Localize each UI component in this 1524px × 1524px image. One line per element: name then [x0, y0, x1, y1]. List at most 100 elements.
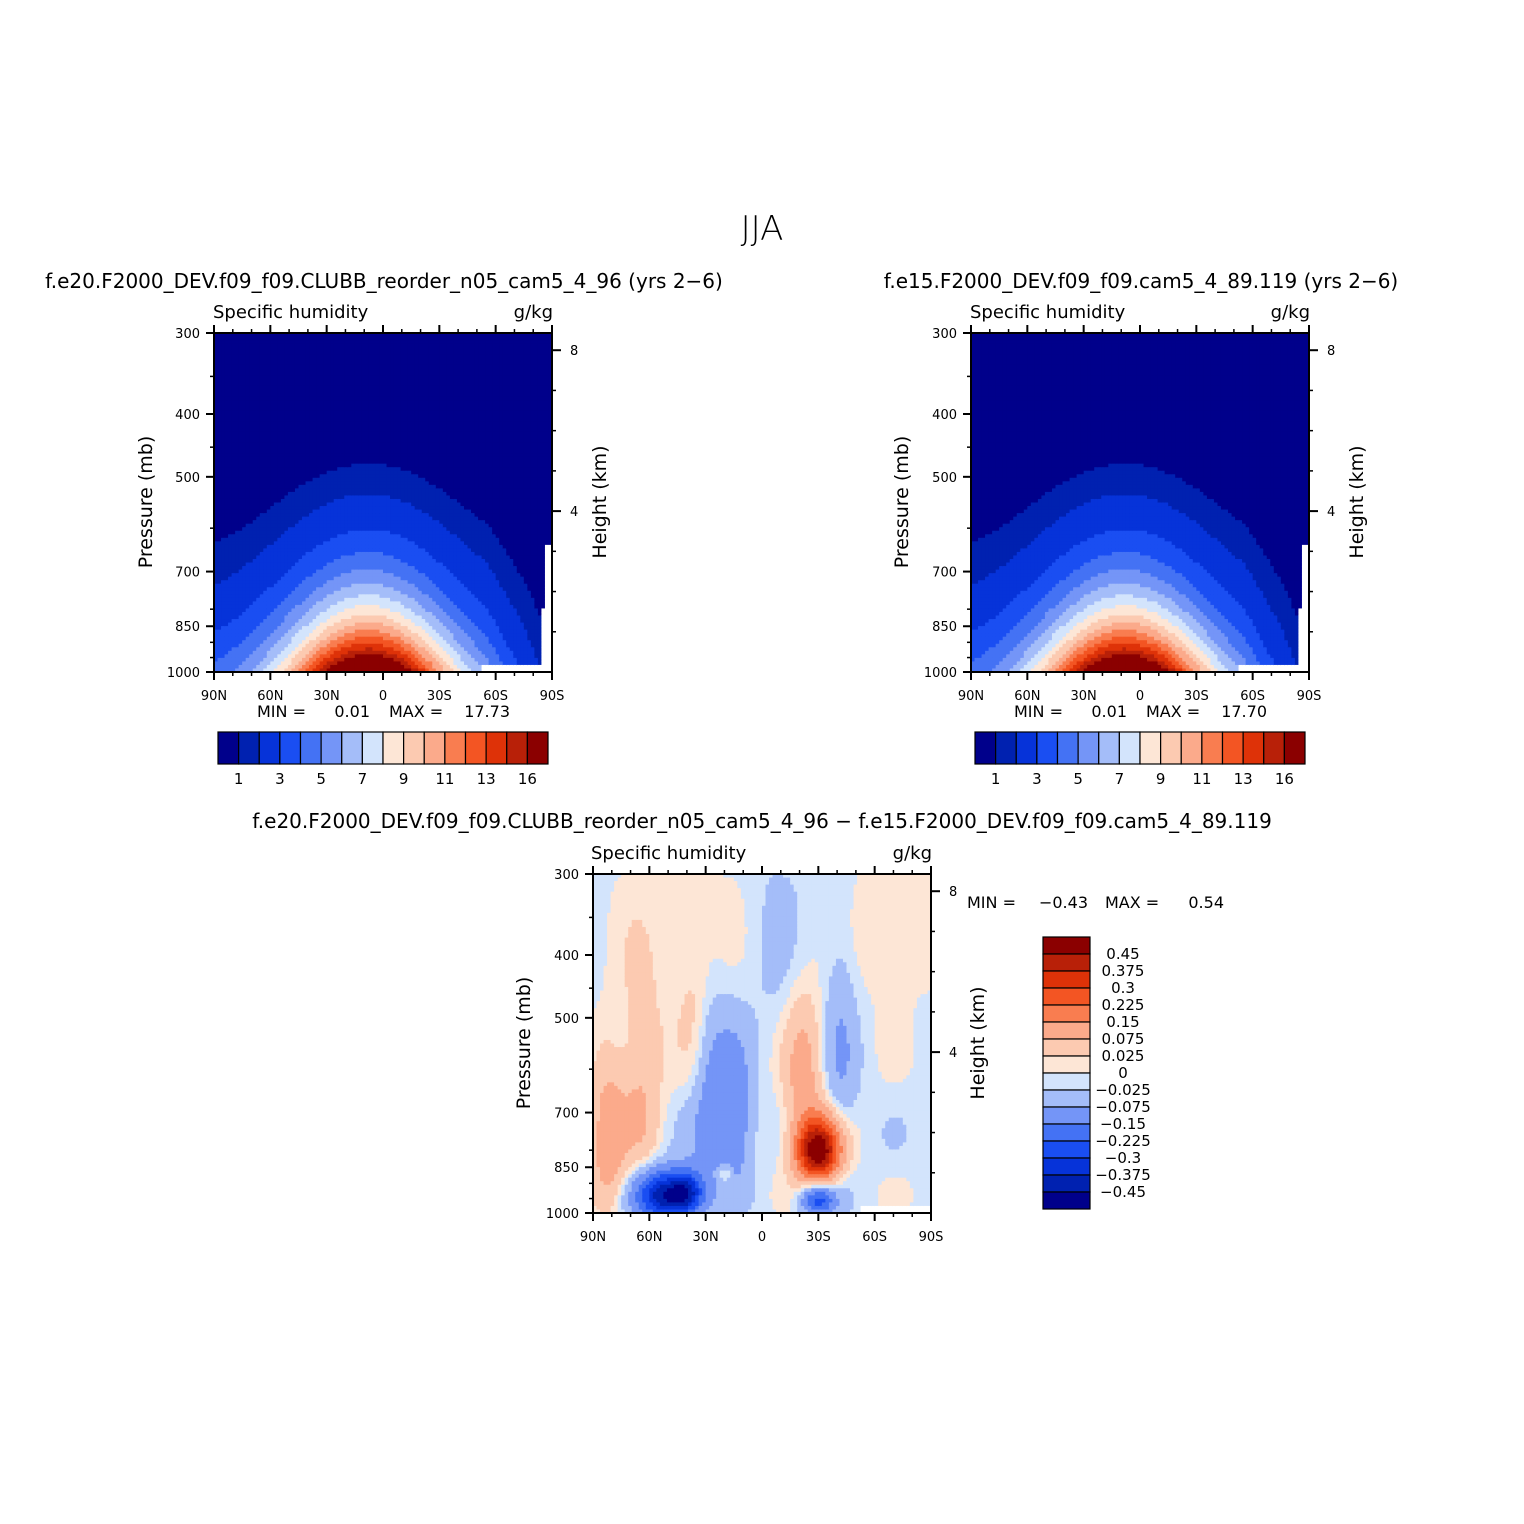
contour-cell: [238, 619, 243, 624]
contour-cell: [340, 580, 345, 585]
contour-cell: [337, 647, 342, 652]
contour-cell: [344, 661, 349, 666]
contour-cell: [294, 484, 300, 489]
contour-cell: [319, 491, 324, 497]
contour-cell: [263, 364, 268, 369]
contour-cell: [266, 495, 271, 500]
contour-cell: [309, 460, 314, 465]
contour-cell: [263, 626, 268, 631]
contour-cell: [270, 573, 275, 578]
contour-cell: [256, 594, 261, 599]
contour-cell: [379, 400, 384, 405]
contour-cell: [270, 633, 275, 638]
contour-cell: [323, 509, 328, 514]
contour-cell: [252, 573, 257, 578]
contour-cell: [245, 431, 250, 437]
contour-cell: [316, 516, 321, 521]
contour-cell: [270, 371, 275, 376]
contour-cell: [291, 668, 296, 673]
contour-cell: [273, 385, 278, 391]
contour-cell: [312, 460, 317, 465]
contour-cell: [273, 481, 278, 486]
contour-cell: [298, 438, 303, 444]
contour-cell: [393, 523, 398, 528]
contour-cell: [273, 516, 278, 521]
contour-cell: [390, 583, 395, 588]
contour-cell: [302, 371, 307, 376]
contour-cell: [235, 566, 240, 571]
contour-cell: [393, 664, 398, 670]
contour-cell: [302, 484, 307, 489]
contour-cell: [217, 668, 222, 673]
contour-cell: [224, 340, 229, 345]
contour-cell: [235, 343, 240, 348]
contour-cell: [277, 640, 282, 645]
contour-cell: [270, 513, 275, 518]
contour-cell: [365, 435, 370, 440]
contour-cell: [344, 361, 349, 366]
contour-cell: [221, 361, 226, 366]
contour-cell: [393, 640, 398, 645]
contour-cell: [358, 449, 363, 454]
contour-cell: [323, 502, 328, 507]
contour-cell: [221, 654, 226, 659]
contour-cell: [309, 597, 314, 602]
contour-cell: [245, 527, 250, 532]
contour-cell: [256, 491, 261, 497]
contour-cell: [309, 446, 314, 451]
contour-cell: [277, 594, 282, 599]
contour-cell: [358, 378, 363, 384]
contour-cell: [319, 661, 324, 666]
contour-cell: [238, 354, 243, 359]
contour-cell: [347, 389, 352, 394]
contour-cell: [294, 389, 300, 394]
contour-cell: [347, 442, 352, 447]
contour-cell: [358, 371, 363, 376]
contour-cell: [393, 435, 398, 440]
contour-cell: [379, 661, 384, 666]
contour-cell: [326, 340, 331, 345]
contour-cell: [386, 555, 391, 560]
contour-cell: [344, 421, 349, 426]
contour-cell: [298, 467, 303, 472]
contour-cell: [358, 347, 363, 352]
contour-cell: [368, 446, 374, 451]
contour-cell: [330, 343, 335, 348]
contour-cell: [393, 442, 398, 447]
contour-cell: [305, 421, 310, 426]
contour-cell: [259, 449, 264, 454]
contour-cell: [347, 555, 352, 560]
contour-cell: [245, 343, 250, 348]
contour-cell: [351, 650, 356, 655]
contour-cell: [386, 622, 391, 627]
contour-cell: [347, 371, 352, 376]
contour-cell: [330, 382, 335, 387]
contour-cell: [333, 657, 338, 663]
contour-cell: [347, 566, 352, 571]
contour-cell: [277, 604, 282, 610]
contour-cell: [291, 601, 296, 606]
contour-cell: [333, 375, 338, 380]
contour-cell: [379, 622, 384, 627]
contour-cell: [270, 477, 275, 482]
contour-cell: [280, 633, 286, 638]
contour-cell: [280, 382, 286, 387]
contour-cell: [379, 527, 384, 532]
contour-cell: [305, 580, 310, 585]
contour-cell: [231, 333, 236, 338]
contour-cell: [323, 622, 328, 627]
contour-cell: [319, 562, 324, 567]
contour-cell: [214, 650, 219, 655]
contour-cell: [266, 491, 271, 497]
contour-cell: [333, 647, 338, 652]
contour-cell: [358, 438, 363, 444]
contour-cell: [375, 608, 381, 613]
contour-cell: [298, 506, 303, 511]
contour-cell: [344, 333, 349, 338]
contour-cell: [242, 414, 247, 419]
contour-cell: [390, 664, 395, 670]
contour-cell: [309, 354, 314, 359]
contour-cell: [347, 559, 352, 564]
contour-cell: [340, 463, 345, 468]
contour-cell: [383, 424, 388, 429]
